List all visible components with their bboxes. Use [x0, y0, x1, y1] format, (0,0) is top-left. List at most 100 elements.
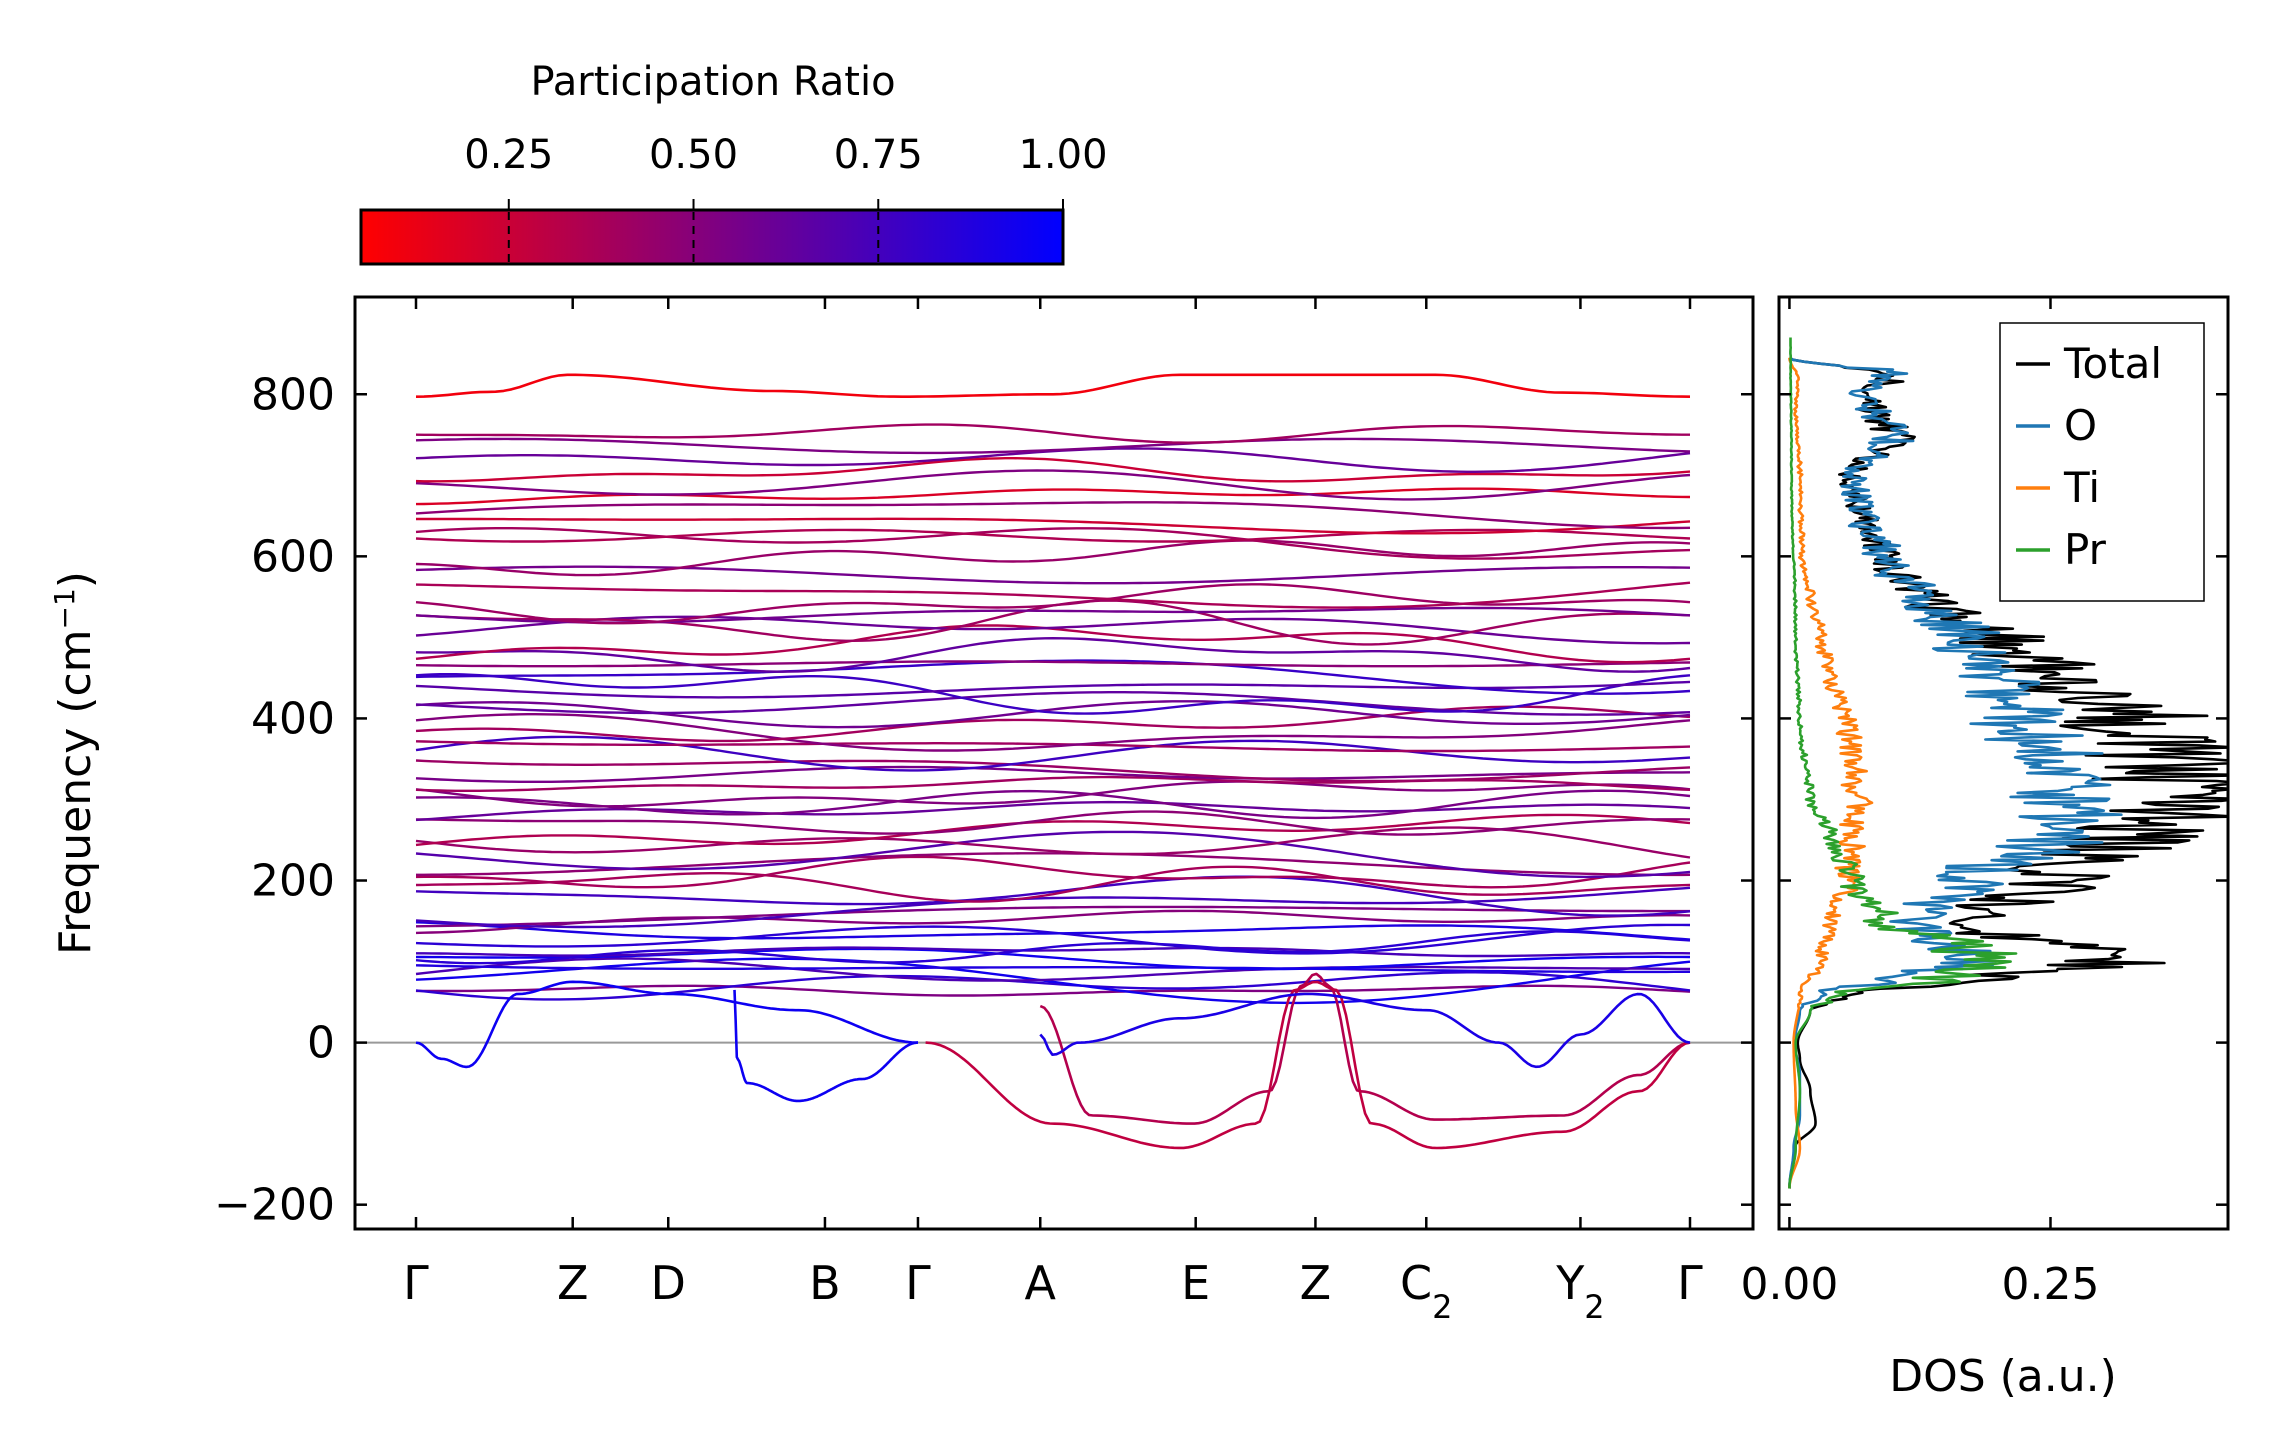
colorbar-bar — [359, 208, 1065, 266]
dos-xtick-label: 0.00 — [1740, 1259, 1838, 1310]
colorbar-title: Participation Ratio — [530, 59, 895, 105]
phonon-band — [415, 921, 1691, 941]
phonon-band — [415, 713, 1691, 752]
colorbar-tick-label: 0.25 — [464, 132, 553, 178]
band-xtick-label: D — [651, 1256, 686, 1310]
phonon-band — [415, 624, 1691, 664]
phonon-band — [415, 780, 1691, 808]
phonon-band — [415, 583, 1691, 625]
legend-label: Ti — [2063, 463, 2100, 512]
phonon-band — [415, 875, 1691, 917]
phonon-band — [416, 517, 1691, 535]
phonon-band — [415, 636, 1691, 673]
phonon-band — [415, 700, 1691, 729]
dos-ticks: 0.00 0.25 — [1740, 297, 2228, 1310]
band-xtick-label: E — [1181, 1256, 1210, 1310]
band-ytick-label: −200 — [214, 1180, 335, 1231]
phonon-band — [415, 691, 1691, 716]
legend-label: Total — [2063, 339, 2162, 388]
phonon-band — [415, 527, 1691, 560]
legend-label: O — [2064, 401, 2097, 450]
band-xtick-label: Γ — [403, 1256, 429, 1310]
colorbar-tick-label: 0.50 — [649, 132, 738, 178]
band-ytick-label: 0 — [307, 1018, 335, 1069]
band-xtick-label: Z — [1300, 1256, 1332, 1310]
phonon-band — [415, 469, 1691, 501]
legend-box — [1999, 322, 2205, 602]
phonon-soft-mode — [1039, 972, 1691, 1125]
phonon-band — [416, 946, 1691, 958]
band-axes-frame — [353, 295, 1755, 1231]
phonon-band — [415, 830, 1691, 879]
phonon-band — [415, 964, 1690, 974]
phonon-band — [415, 865, 1691, 903]
band-xtick-label: Z — [557, 1256, 589, 1310]
phonon-soft-mode — [415, 980, 919, 1069]
phonon-band — [415, 660, 1691, 668]
phonon-band — [415, 765, 1691, 783]
dos-series-line — [1788, 357, 1874, 1189]
colorbar-ticks: 0.25 0.50 0.75 1.00 — [464, 132, 1108, 262]
phonon-band — [415, 539, 1691, 577]
band-ytick-label: 400 — [251, 693, 335, 744]
dos-xtick-label: 0.25 — [2002, 1259, 2100, 1310]
phonon-band — [415, 923, 1691, 955]
phonon-band — [415, 528, 1691, 543]
phonon-band — [415, 930, 1691, 965]
phonon-band — [415, 789, 1691, 820]
phonon-band — [415, 909, 1691, 935]
band-xtick-label: Γ — [1677, 1256, 1703, 1310]
legend-label: Pr — [2064, 525, 2107, 574]
band-ylabel: Frequency (cm−1) — [48, 571, 102, 955]
band-ytick-label: 600 — [251, 531, 335, 582]
phonon-soft-mode — [733, 989, 919, 1103]
dos-legend: Total O Ti Pr — [1999, 322, 2205, 602]
phonon-band — [415, 826, 1691, 859]
band-lines — [355, 373, 1753, 1150]
band-xtick-label: Γ — [905, 1256, 931, 1310]
colorbar-tick-label: 1.00 — [1018, 132, 1107, 178]
phonon-band — [415, 705, 1691, 743]
phonon-band — [415, 581, 1691, 609]
phonon-band — [415, 759, 1691, 783]
phonon-soft-mode — [925, 980, 1691, 1150]
phonon-band — [415, 957, 1691, 982]
phonon-band — [416, 852, 1691, 877]
dos-panel: 0.00 0.25 DOS (a.u.) Total O Ti Pr — [1740, 295, 2230, 1402]
phonon-band — [415, 501, 1691, 530]
phonon-band — [415, 457, 1691, 483]
phonon-soft-mode — [1039, 992, 1691, 1069]
phonon-band — [415, 615, 1691, 645]
band-xtick-label: Y2 — [1555, 1256, 1604, 1326]
phonon-band — [415, 437, 1691, 455]
colorbar: Participation Ratio 0.25 0.50 0.75 1.00 — [359, 59, 1108, 266]
band-structure-panel: −200 0 200 400 600 800 Γ Z D B Γ A E Z C2 Y2 Γ Frequenc… — [48, 295, 1755, 1326]
band-x-ticks: Γ Z D B Γ A E Z C2 Y2 Γ — [403, 297, 1703, 1326]
phonon-band — [415, 775, 1691, 792]
band-ytick-label: 800 — [251, 369, 335, 420]
dos-series-line — [1788, 356, 2228, 1189]
dos-lines — [1788, 337, 2228, 1189]
band-xtick-label: C2 — [1400, 1256, 1452, 1326]
phonon-band — [415, 855, 1691, 889]
phonon-band — [415, 740, 1691, 753]
band-ytick-label: 200 — [251, 856, 335, 907]
phonon-band-top — [415, 373, 1691, 398]
band-xtick-label: B — [809, 1256, 841, 1310]
dos-axes-frame — [1777, 295, 2230, 1231]
phonon-band — [415, 813, 1691, 847]
band-xtick-label: A — [1025, 1256, 1057, 1310]
phonon-band — [415, 971, 1691, 1001]
phonon-band — [415, 735, 1691, 772]
phonon-band — [415, 984, 1691, 997]
phonon-band — [415, 810, 1691, 836]
phonon-band — [415, 565, 1691, 585]
dos-series-line — [1788, 337, 2018, 1189]
phonon-band — [415, 957, 1691, 1005]
phonon-band — [415, 423, 1690, 444]
phonon-band — [415, 905, 1690, 928]
dos-xlabel: DOS (a.u.) — [1889, 1351, 2117, 1402]
band-y-ticks: −200 0 200 400 600 800 — [214, 369, 1753, 1231]
colorbar-tick-label: 0.75 — [834, 132, 923, 178]
